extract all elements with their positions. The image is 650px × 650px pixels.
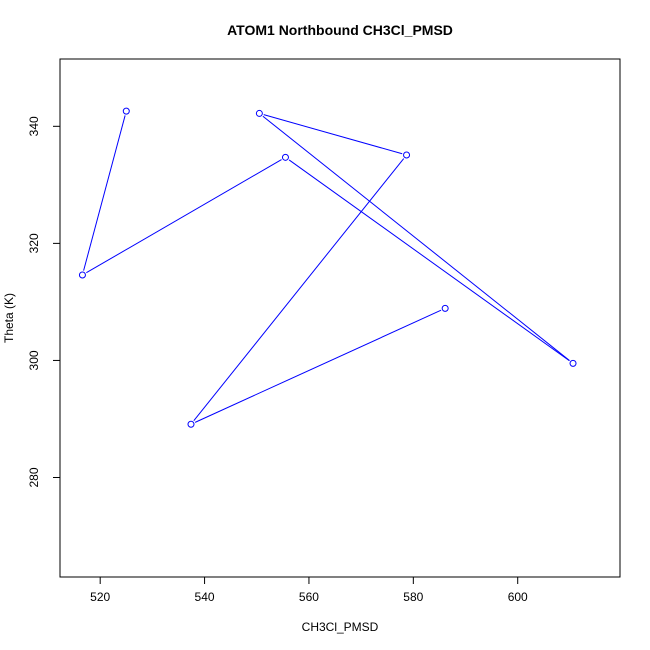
y-tick-label: 320	[27, 233, 41, 253]
plot-frame	[59, 58, 621, 578]
series-line-segment	[262, 115, 570, 361]
series-line-segment	[288, 159, 570, 362]
y-tick-label: 300	[27, 350, 41, 370]
y-axis: 280 300 320 340	[27, 116, 60, 488]
data-point	[403, 151, 411, 159]
data-point	[569, 359, 577, 367]
y-axis-label: Theta (K)	[2, 293, 16, 343]
series-line-segment	[86, 159, 282, 274]
x-tick-label: 540	[195, 590, 215, 604]
series-layer	[78, 107, 577, 428]
x-tick-label: 520	[90, 590, 110, 604]
data-point	[78, 271, 86, 279]
data-point	[441, 304, 449, 312]
y-tick-label: 280	[27, 467, 41, 487]
series-line-segment	[193, 158, 405, 422]
chart-title: ATOM1 Northbound CH3Cl_PMSD	[227, 22, 453, 38]
series-line-segment	[83, 115, 126, 271]
series-line-segment	[194, 309, 442, 423]
data-point	[255, 109, 263, 117]
x-tick-label: 560	[299, 590, 319, 604]
x-axis-label: CH3Cl_PMSD	[302, 620, 379, 634]
x-tick-label: 600	[508, 590, 528, 604]
data-point	[187, 420, 195, 428]
x-axis: 520 540 560 580 600	[90, 577, 528, 604]
x-tick-label: 580	[403, 590, 423, 604]
data-point	[281, 153, 289, 161]
series-line-segment	[263, 114, 403, 155]
y-tick-label: 340	[27, 116, 41, 136]
data-point	[122, 107, 130, 115]
